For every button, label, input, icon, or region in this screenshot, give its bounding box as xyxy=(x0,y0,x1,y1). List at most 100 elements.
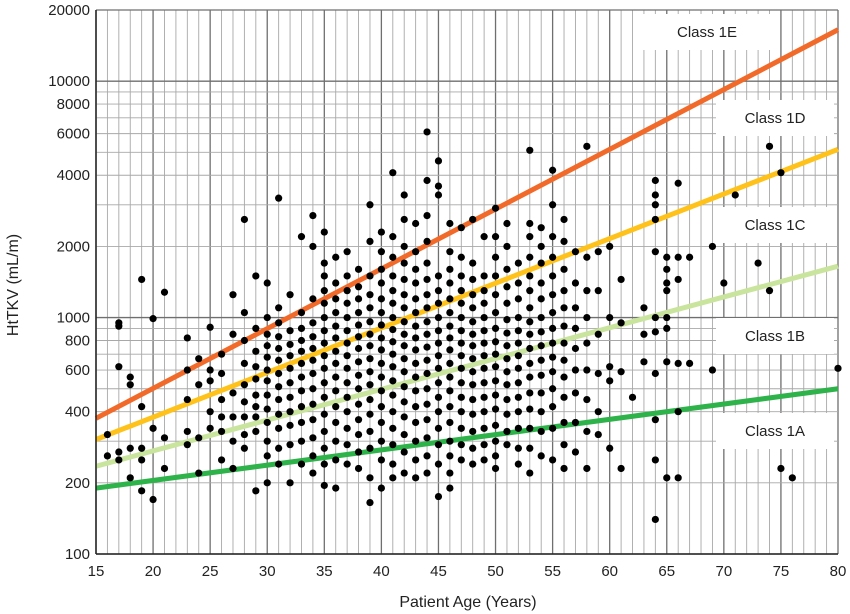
data-point xyxy=(354,283,363,291)
data-point xyxy=(560,215,568,224)
data-point xyxy=(343,339,351,347)
data-point xyxy=(115,319,123,327)
data-point xyxy=(469,304,477,312)
data-point xyxy=(412,219,420,228)
data-point xyxy=(549,166,557,174)
data-point xyxy=(514,279,522,287)
data-point xyxy=(252,487,260,495)
data-point xyxy=(286,340,294,349)
data-point xyxy=(354,344,363,353)
data-point xyxy=(537,242,545,251)
data-point xyxy=(491,405,500,413)
data-point xyxy=(206,377,214,385)
data-point xyxy=(332,347,340,355)
data-point xyxy=(423,212,431,220)
data-point xyxy=(583,287,591,295)
data-point xyxy=(389,424,397,432)
data-point xyxy=(560,418,568,427)
data-point xyxy=(332,403,340,411)
data-point xyxy=(457,287,465,295)
data-point xyxy=(469,275,477,284)
data-point xyxy=(389,441,397,449)
data-point xyxy=(434,157,443,165)
data-point xyxy=(457,424,465,432)
data-point xyxy=(583,142,591,150)
data-point xyxy=(434,191,443,199)
data-point xyxy=(446,334,454,342)
data-point xyxy=(537,427,545,436)
x-tick-label: 65 xyxy=(658,563,675,580)
data-point xyxy=(686,359,694,368)
data-point xyxy=(503,316,511,324)
data-point xyxy=(606,363,614,371)
data-point xyxy=(183,334,191,342)
data-point xyxy=(469,381,477,389)
data-point xyxy=(457,299,465,307)
data-point xyxy=(320,379,328,387)
data-point xyxy=(400,469,408,477)
data-point xyxy=(583,395,591,404)
data-point xyxy=(423,259,431,267)
data-point xyxy=(594,408,602,416)
data-point xyxy=(343,287,351,295)
data-point xyxy=(446,248,454,256)
data-point xyxy=(115,456,123,464)
data-point xyxy=(149,315,157,323)
data-point xyxy=(400,355,408,363)
data-point xyxy=(320,427,328,436)
data-point xyxy=(183,427,191,436)
data-point xyxy=(332,387,340,395)
data-point xyxy=(594,369,602,378)
data-point xyxy=(491,464,500,473)
data-point xyxy=(526,424,534,432)
data-point xyxy=(571,344,580,353)
data-point xyxy=(275,333,283,341)
data-point xyxy=(503,329,511,337)
data-point xyxy=(457,408,465,416)
data-point xyxy=(469,395,477,404)
data-point xyxy=(366,474,374,482)
data-point xyxy=(617,368,625,376)
data-point xyxy=(263,342,271,350)
data-point xyxy=(366,410,374,418)
data-point xyxy=(549,324,557,333)
data-point xyxy=(503,441,511,449)
data-point xyxy=(514,364,522,372)
data-point xyxy=(343,313,351,322)
class-label-background xyxy=(716,100,834,136)
data-point xyxy=(115,448,123,456)
data-point xyxy=(446,484,454,492)
x-tick-label: 15 xyxy=(88,563,105,580)
data-point xyxy=(423,400,431,408)
data-point xyxy=(195,469,203,477)
data-point xyxy=(389,313,397,322)
data-point xyxy=(651,176,659,185)
data-point xyxy=(343,460,351,468)
data-point xyxy=(720,279,728,287)
x-tick-label: 80 xyxy=(830,563,847,580)
data-point xyxy=(537,295,545,303)
data-point xyxy=(457,327,465,335)
data-point xyxy=(343,424,351,432)
data-point xyxy=(537,342,545,350)
data-point xyxy=(366,381,374,389)
data-point xyxy=(457,339,465,347)
data-point xyxy=(549,308,557,317)
data-point xyxy=(560,322,568,330)
data-point xyxy=(457,352,465,360)
y-tick-label: 20000 xyxy=(48,2,90,19)
data-point xyxy=(217,413,226,421)
data-point xyxy=(400,318,408,326)
data-point xyxy=(537,224,545,232)
data-point xyxy=(412,373,420,381)
data-point xyxy=(514,327,522,335)
data-point xyxy=(526,318,534,326)
data-point xyxy=(446,469,454,477)
data-point xyxy=(240,215,248,224)
data-point xyxy=(343,393,351,401)
y-axis-title: HtTKV (mL/m) xyxy=(5,234,22,336)
data-point xyxy=(138,275,146,284)
data-point xyxy=(366,201,374,209)
data-point xyxy=(309,416,317,424)
data-point xyxy=(275,410,283,418)
